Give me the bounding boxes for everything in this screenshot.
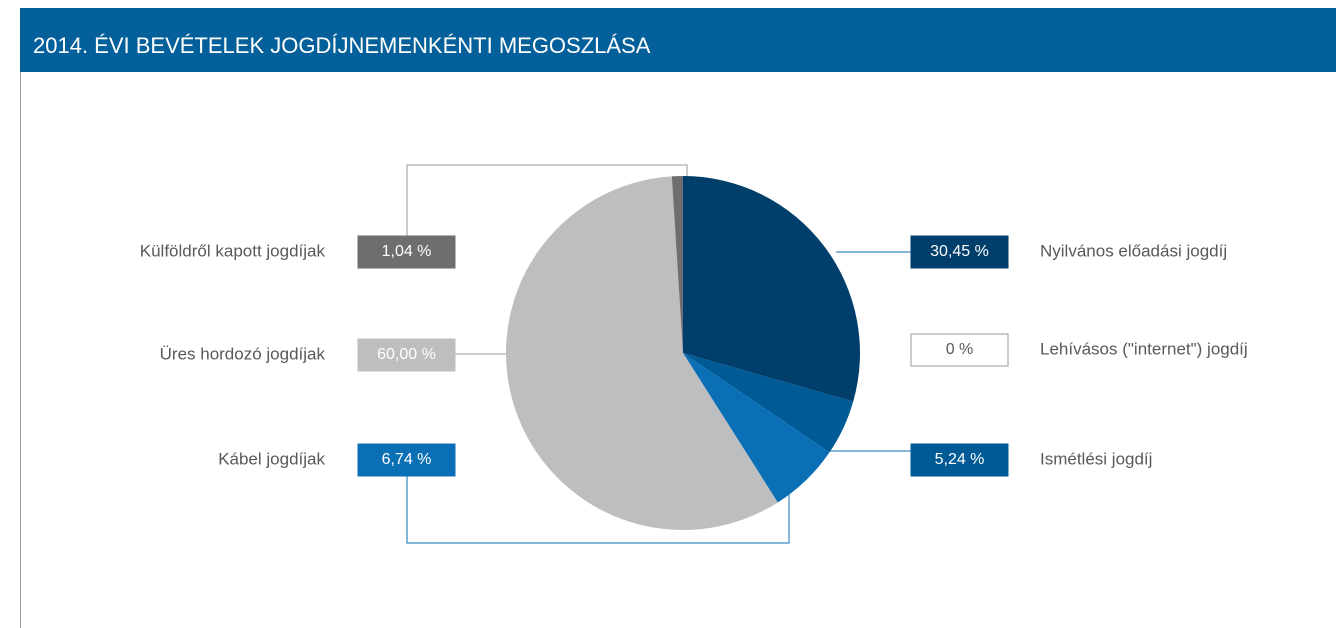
chart-title: 2014. ÉVI BEVÉTELEK JOGDÍJNEMENKÉNTI MEG…	[33, 33, 651, 58]
pie-slice	[683, 353, 830, 503]
value-box	[357, 338, 456, 372]
value-label: 1,04 %	[382, 243, 432, 260]
value-box	[910, 235, 1009, 269]
legend-label: Lehívásos ("internet") jogdíj	[1040, 339, 1248, 358]
value-box	[357, 235, 456, 269]
legend-label: Nyilvános előadási jogdíj	[1040, 241, 1227, 260]
value-label: 0 %	[946, 341, 974, 358]
value-label: 30,45 %	[930, 243, 989, 260]
value-box	[910, 333, 1009, 367]
value-box	[910, 443, 1009, 477]
legend-label: Kábel jogdíjak	[218, 449, 325, 468]
legend-label: Ismétlési jogdíj	[1040, 449, 1152, 468]
leader-line	[406, 476, 790, 544]
legend-label: Üres hordozó jogdíjak	[160, 344, 326, 363]
legend-label: Külföldről kapott jogdíjak	[140, 241, 326, 260]
value-label: 5,24 %	[935, 451, 985, 468]
pie-slice	[671, 176, 683, 353]
header-bar	[20, 8, 1336, 72]
value-label: 6,74 %	[382, 451, 432, 468]
pie-slice	[683, 353, 854, 453]
pie-slice	[505, 176, 778, 531]
value-label: 60,00 %	[377, 346, 436, 363]
value-box	[357, 443, 456, 477]
pie-slice	[683, 176, 860, 402]
leader-line	[406, 164, 688, 236]
